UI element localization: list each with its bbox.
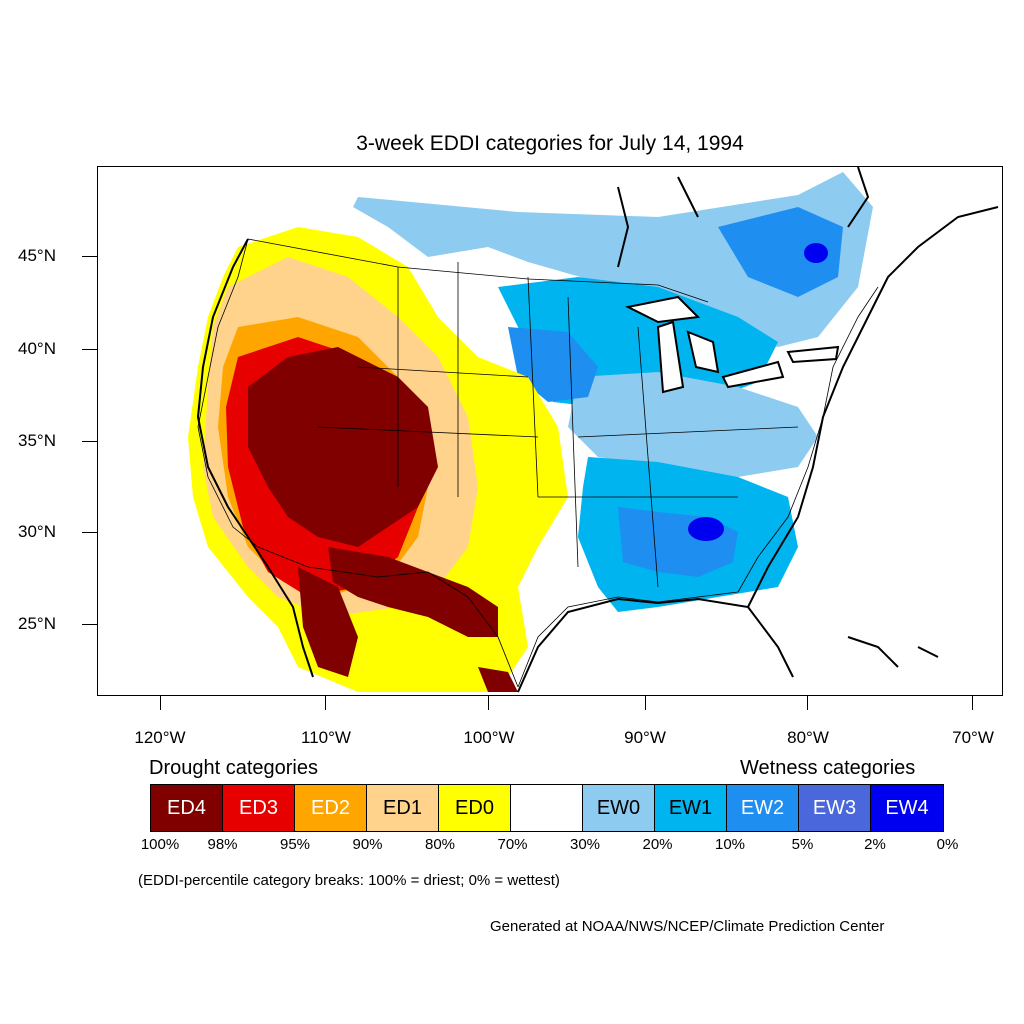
lon-label-70w: 70°W [952,728,994,747]
lon-tick [488,696,489,710]
category-ew4: EW4 [871,785,943,831]
percentile-label: 10% [714,836,746,853]
lon-tick [645,696,646,710]
percentile-label: 100% [140,836,180,853]
lat-label-25: 25°N [18,614,56,633]
percentile-label: 80% [424,836,456,853]
lat-label-30: 30°N [18,522,56,541]
wetness-core-canada [804,243,828,263]
chart-title: 3-week EDDI categories for July 14, 1994 [356,132,744,155]
percentile-label: 30% [569,836,601,853]
category-ed3: ED3 [223,785,295,831]
percentile-label: 95% [279,836,311,853]
lon-tick [325,696,326,710]
wetness-region-ohio [568,372,818,477]
percentile-label: 98% [207,836,238,853]
category-note: (EDDI-percentile category breaks: 100% =… [138,872,560,889]
coastlines [196,167,999,693]
mexico-border [257,546,519,688]
lon-tick [160,696,161,710]
us-outline-west [197,238,259,548]
category-ew3: EW3 [799,785,871,831]
boundaries [197,238,879,688]
percentile-label: 20% [642,836,673,853]
wetness-region-canada-core [718,207,843,297]
eddi-map [97,166,1003,696]
category-ed4: ED4 [151,785,223,831]
lat-tick [82,441,97,442]
category-ew1: EW1 [655,785,727,831]
gulf-coast [517,591,739,688]
drought-region-ed4-core [248,347,438,547]
category-ed2: ED2 [295,785,367,831]
category-ew2: EW2 [727,785,799,831]
wetness-region-north-band [353,172,873,347]
wetness-core-georgia [688,517,724,541]
category-neutral [511,785,583,831]
drought-heading: Drought categories [149,757,318,779]
lon-tick [972,696,973,710]
percentile-label: 0% [936,836,959,853]
percentile-label: 5% [791,836,814,853]
east-coast [737,286,879,593]
category-ed0: ED0 [439,785,511,831]
lat-tick [82,349,97,350]
lat-tick [82,532,97,533]
lat-tick [82,256,97,257]
lon-label-120w: 120°W [134,728,186,747]
percentile-label: 90% [352,836,383,853]
wetness-heading: Wetness categories [740,757,916,779]
lon-label-90w: 90°W [624,728,666,747]
drought-region-ed4-mexico [298,567,358,677]
lat-label-45: 45°N [18,246,56,265]
credit-text: Generated at NOAA/NWS/NCEP/Climate Predi… [490,918,885,935]
category-colorbar: ED4 ED3 ED2 ED1 ED0 EW0 EW1 EW2 EW3 EW4 [150,784,944,832]
great-lakes [624,295,840,394]
lon-label-110w: 110°W [301,728,351,747]
category-ew0: EW0 [583,785,655,831]
lon-label-80w: 80°W [787,728,829,747]
drought-region-ed4-texas [328,547,498,637]
map-canvas [188,167,999,693]
drought-region-ed4-south [478,667,518,692]
lon-tick [807,696,808,710]
lon-label-100w: 100°W [463,728,515,747]
lat-label-35: 35°N [18,431,56,450]
lat-label-40: 40°N [18,339,56,358]
percentile-label: 2% [864,836,886,853]
percentile-label: 70% [497,836,528,853]
category-ed1: ED1 [367,785,439,831]
lat-tick [82,624,97,625]
